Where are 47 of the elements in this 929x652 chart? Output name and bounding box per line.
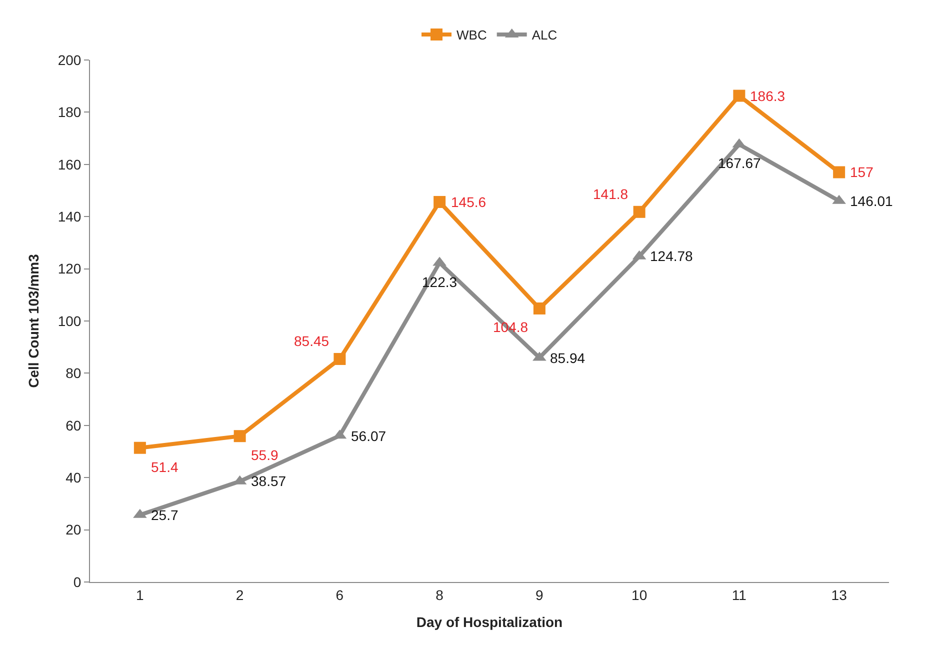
legend-label: ALC [532,28,558,43]
x-tick-label: 9 [536,586,544,603]
y-tick-label: 120 [58,260,82,277]
x-tick-label: 1 [136,586,144,603]
y-tick-label: 140 [58,208,82,224]
data-label: 146.01 [850,193,894,209]
data-label: 56.07 [351,428,386,444]
y-tick-label: 20 [66,522,82,538]
y-tick-label: 80 [66,365,82,382]
point [633,206,646,218]
data-label: 157 [850,164,874,180]
legend-label: WBC [456,28,487,43]
point [733,90,746,102]
point [833,166,846,178]
data-label: 186.3 [750,88,786,104]
data-label: 55.9 [251,447,278,463]
data-label: 85.45 [294,333,330,349]
data-label: 122.3 [422,274,458,290]
y-tick-label: 100 [58,312,82,329]
x-tick-label: 11 [732,586,747,603]
data-label: 25.7 [151,507,178,523]
point [334,352,346,365]
point [434,196,446,208]
y-tick-label: 180 [58,104,82,120]
x-tick-label: 13 [831,586,848,603]
x-tick-label: 6 [336,586,344,603]
y-tick-label: 200 [58,52,82,68]
data-label: 104.8 [493,319,528,335]
data-label: 38.57 [251,473,286,489]
data-label: 145.6 [451,194,486,210]
y-tick-label: 0 [73,574,82,590]
data-label: 85.94 [550,350,586,366]
y-axis-title: Cell Count 103/mm3 [25,254,42,388]
x-tick-label: 10 [632,586,648,603]
data-label: 51.4 [151,459,178,475]
data-label: 167.67 [718,155,762,171]
x-tick-label: 2 [236,586,244,603]
data-label: 124.78 [650,248,694,264]
point [533,302,546,314]
point [234,430,246,442]
data-label: 141.8 [593,186,628,202]
y-tick-label: 40 [66,470,82,486]
y-tick-label: 60 [66,417,82,434]
y-tick-label: 160 [58,156,82,172]
point [134,442,146,454]
x-axis-title: Day of Hospitalization [416,614,563,630]
x-tick-label: 8 [436,586,444,603]
